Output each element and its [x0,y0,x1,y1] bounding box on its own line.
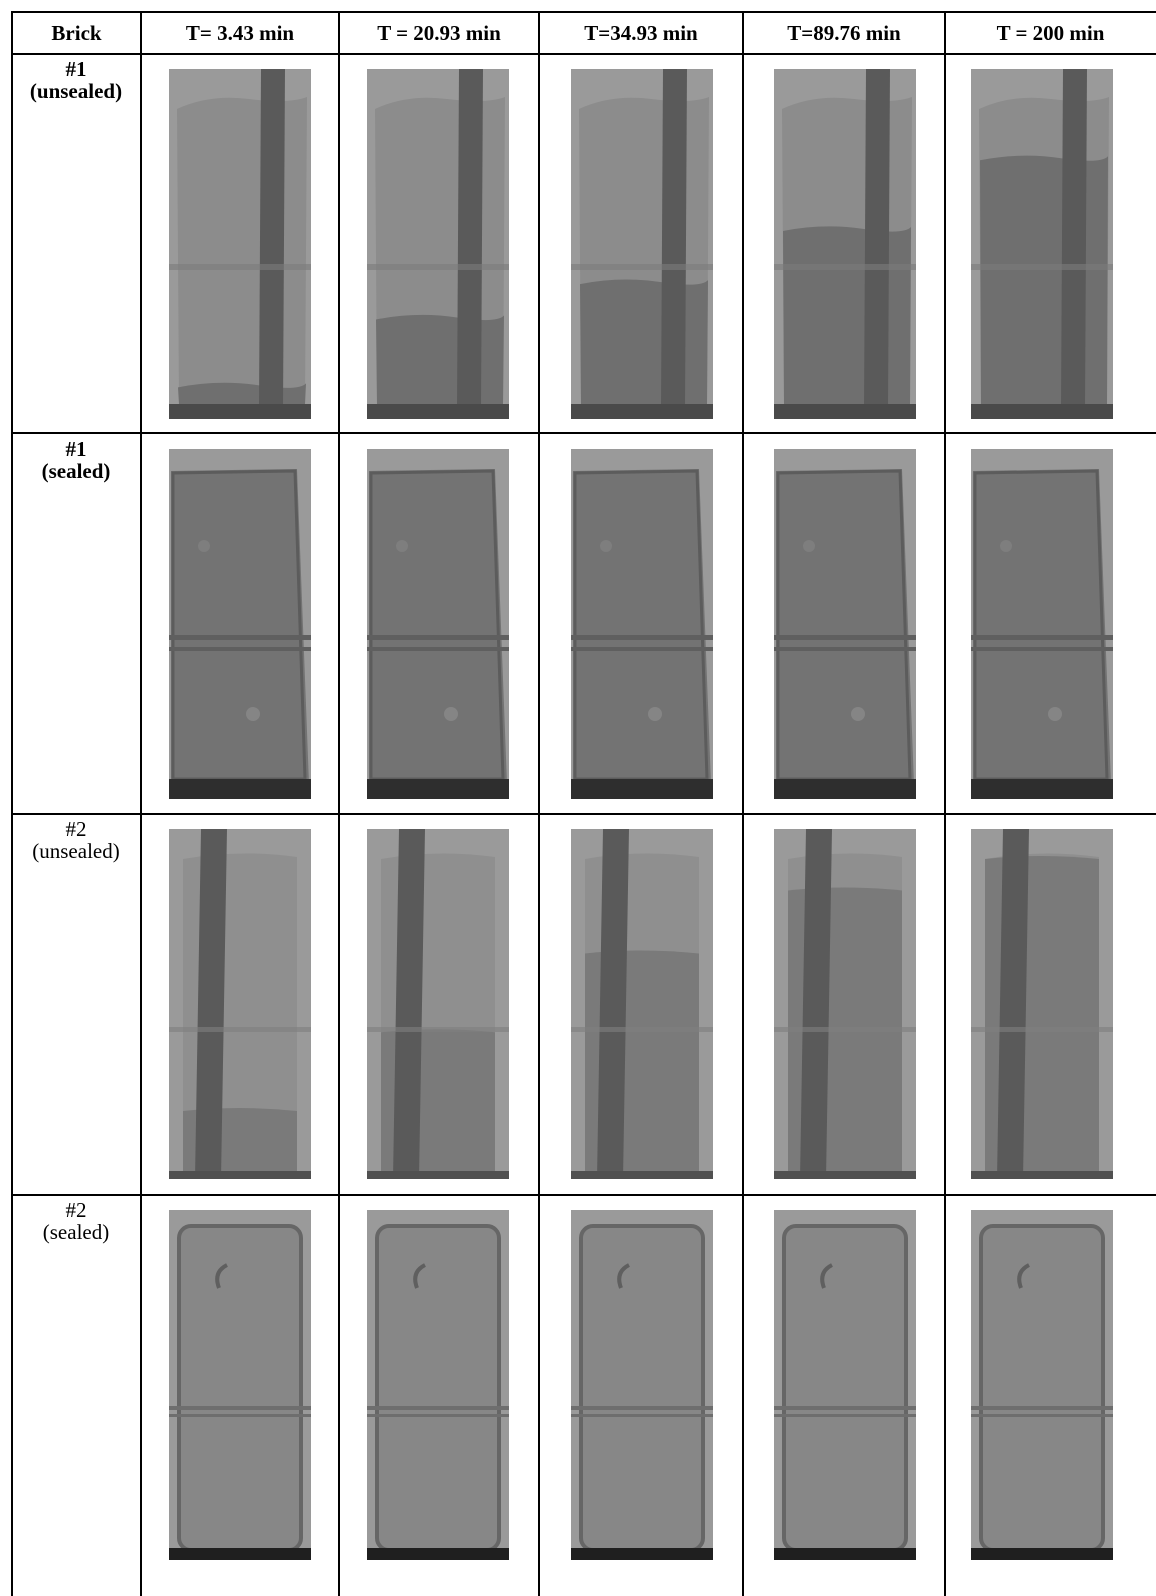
xray-image-r3-c3 [571,829,713,1179]
xray-image-r2-c3 [571,449,713,799]
xray-image-r1-c3 [571,69,713,419]
header-time-3: T=34.93 min [584,21,698,45]
row-label-2: #1 (sealed) [11,438,141,482]
xray-image-r1-c5 [971,69,1113,419]
header-time-1: T= 3.43 min [185,21,295,45]
xray-image-r2-c1 [169,449,311,799]
header-brick: Brick [51,21,102,45]
xray-image-r2-c2 [367,449,509,799]
row-label-state: (sealed) [41,459,111,483]
row-label-state: (sealed) [42,1220,110,1244]
xray-image-r2-c4 [774,449,916,799]
xray-image-r3-c4 [774,829,916,1179]
header-time-4: T=89.76 min [787,21,901,45]
xray-image-r1-c4 [774,69,916,419]
row-label-id: #1 [65,57,87,81]
xray-image-r1-c1 [169,69,311,419]
xray-image-r3-c5 [971,829,1113,1179]
row-label-3: #2 (unsealed) [11,818,141,862]
xray-image-r4-c4 [774,1210,916,1560]
row-label-state: (unsealed) [29,79,123,103]
xray-image-r1-c2 [367,69,509,419]
header-time-5: T = 200 min [996,21,1105,45]
xray-image-r3-c1 [169,829,311,1179]
row-label-id: #2 [65,1198,87,1222]
row-label-id: #1 [65,437,87,461]
xray-image-r4-c3 [571,1210,713,1560]
xray-image-r2-c5 [971,449,1113,799]
row-label-state: (unsealed) [32,839,120,863]
xray-image-r4-c5 [971,1210,1113,1560]
row-label-id: #2 [65,817,87,841]
header-time-2: T = 20.93 min [377,21,501,45]
row-label-1: #1 (unsealed) [11,58,141,102]
xray-image-r3-c2 [367,829,509,1179]
xray-image-r4-c1 [169,1210,311,1560]
xray-image-r4-c2 [367,1210,509,1560]
row-label-4: #2 (sealed) [11,1199,141,1243]
